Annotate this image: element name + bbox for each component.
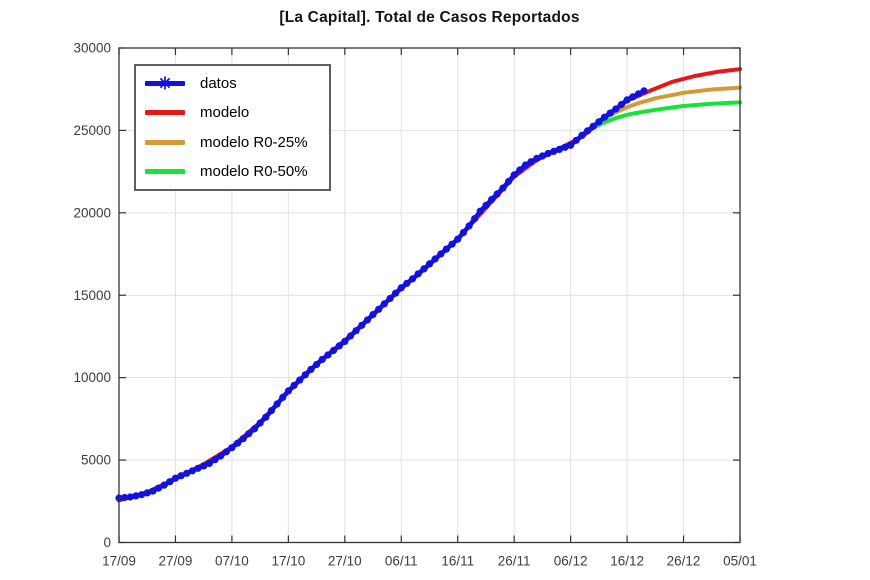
y-tick-label: 30000 xyxy=(73,41,111,56)
legend-label: modelo xyxy=(200,104,250,122)
legend-item-modelo: modelo xyxy=(145,99,329,127)
asterisk-marker-icon xyxy=(158,76,172,90)
legend-item-modelo-r0-50: modelo R0-50% xyxy=(145,158,329,186)
x-tick-label: 06/12 xyxy=(554,554,588,569)
legend-item-datos: datos xyxy=(145,69,329,97)
x-tick-label: 07/10 xyxy=(215,554,249,569)
x-tick-label: 26/12 xyxy=(667,554,701,569)
legend-label: modelo R0-25% xyxy=(200,133,308,151)
x-tick-label: 05/01 xyxy=(723,554,757,569)
chart-title: [La Capital]. Total de Casos Reportados xyxy=(279,9,580,26)
legend-line-sample xyxy=(145,169,185,175)
x-tick-label: 06/11 xyxy=(385,554,418,569)
x-tick-label: 26/11 xyxy=(498,554,531,569)
y-tick-label: 25000 xyxy=(73,123,111,138)
legend: datos modelo modelo R0-25% modelo R0-50% xyxy=(134,64,331,191)
legend-label: datos xyxy=(200,74,237,92)
legend-label: modelo R0-50% xyxy=(200,163,308,181)
legend-item-modelo-r0-25: modelo R0-25% xyxy=(145,128,329,156)
x-tick-label: 16/12 xyxy=(610,554,644,569)
y-tick-label: 20000 xyxy=(73,205,111,220)
legend-line-sample xyxy=(145,139,185,145)
y-tick-label: 5000 xyxy=(81,453,111,468)
x-tick-label: 17/10 xyxy=(271,554,305,569)
y-tick-label: 0 xyxy=(103,535,111,550)
x-tick-label: 16/11 xyxy=(441,554,474,569)
x-tick-label: 27/09 xyxy=(159,554,193,569)
legend-line-marker-sample xyxy=(145,76,185,90)
x-tick-label: 27/10 xyxy=(328,554,362,569)
x-tick-label: 17/09 xyxy=(102,554,136,569)
legend-line-sample xyxy=(145,110,185,116)
y-tick-label: 10000 xyxy=(73,370,111,385)
y-tick-label: 15000 xyxy=(73,288,111,303)
